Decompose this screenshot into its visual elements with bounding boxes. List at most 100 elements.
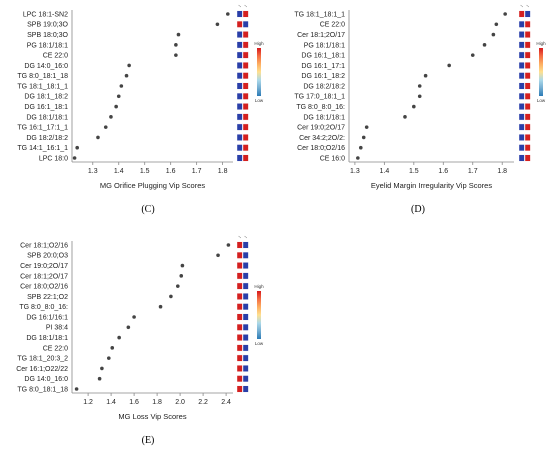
heatmap-cell [236,385,243,393]
heatmap-cell [242,10,249,18]
heatmap-cell [236,10,243,18]
heatmap-cell [524,31,531,38]
heatmap-column-header [238,4,242,8]
y-category-label: PG 18:1/18:1 [304,42,345,49]
heatmap-cell [242,103,249,110]
x-axis-title: Eyelid Margin Irregularity Vip Scores [371,181,492,190]
y-category-label: DG 18:2/18:2 [303,83,345,90]
y-category-label: CE 22:0 [320,22,345,29]
heatmap-cell [236,113,243,121]
vip-score-point [176,32,181,37]
heatmap-cell [518,20,525,28]
x-tick-label: 1.8 [497,168,507,175]
y-category-label: Cer 19:0;2O/17 [297,125,345,132]
vip-score-point [109,115,113,119]
vip-score-point [403,115,407,119]
y-category-label: Cer 18:0;O2/16 [20,284,68,291]
heatmap-cell [518,51,525,59]
heatmap-cell [236,303,243,311]
heatmap-cell [524,51,531,59]
y-category-label: CE 22:0 [43,53,68,60]
panel-letter: (D) [411,204,425,215]
heatmap-cell [236,262,243,269]
heatmap-cell [242,82,249,90]
legend-high-label: High [254,41,264,46]
heatmap-cell [242,92,249,100]
y-category-label: Cer 18:1;2O/17 [297,32,345,39]
y-category-label: PG 18:1/18:1 [27,42,68,49]
heatmap-cell [242,134,249,141]
y-category-label: TG 18:1_18:1_1 [17,83,68,90]
heatmap-cell [242,334,249,341]
y-category-label: SPB 22:1;O2 [27,294,68,301]
y-category-label: DG 18:1_18:2 [24,94,68,101]
heatmap-cell [242,31,249,38]
heatmap-cell [518,62,525,69]
heatmap-cell [518,41,525,49]
x-tick-label: 1.3 [88,168,98,175]
heatmap-column-header [520,4,524,8]
heatmap-cell [524,134,531,141]
heatmap-cell [524,113,531,121]
heatmap-cell [242,344,249,352]
heatmap-cell [236,92,243,100]
heatmap-cell [236,144,243,152]
y-category-label: TG 14:1_16:1_1 [17,145,68,152]
x-tick-label: 1.6 [129,399,139,406]
y-category-label: DG 16:1_18:1 [301,53,345,60]
x-tick-label: 1.6 [166,168,176,175]
heatmap-cell [236,123,243,131]
heatmap-cell [518,113,525,121]
legend-low-label: Low [537,98,546,103]
heatmap-cell [236,62,243,69]
heatmap-cell [242,72,249,80]
vip-score-point [176,284,180,288]
x-tick-label: 1.6 [438,168,448,175]
heatmap-cell [236,72,243,80]
vip-score-point [216,253,220,258]
y-category-label: DG 16:1_18:1 [24,104,68,111]
vip-score-point [423,73,428,78]
heatmap-cell [518,123,525,131]
y-category-label: TG 8:0_8:0_16: [296,104,345,111]
vip-score-point [107,356,111,360]
y-category-label: SPB 18:0;3O [27,32,68,39]
vip-score-point [364,125,369,129]
y-category-label: DG 16:1_18:2 [301,73,345,80]
y-category-label: DG 18:2/18:2 [26,135,68,142]
heatmap-cell [242,313,249,321]
x-tick-label: 2.2 [198,399,208,406]
color-legend-bar [257,291,261,339]
heatmap-cell [236,272,243,280]
vip-score-point [494,22,499,27]
heatmap-cell [242,113,249,121]
heatmap-cell [236,375,243,383]
y-category-label: DG 16:1/16:1 [26,314,68,321]
heatmap-column-header [244,4,248,8]
y-category-label: Cer 18:1;2O/17 [20,273,68,280]
heatmap-cell [236,20,243,28]
vip-score-point [180,263,185,268]
vip-score-point [174,43,178,47]
vip-score-point [132,315,136,319]
vip-score-point [97,376,102,381]
heatmap-column-header [238,235,242,239]
heatmap-cell [242,262,249,269]
chart-panel: 1.3 1.4 1.5 1.6 1.7 1.8 MG Orifice Plugging Vi… [17,4,264,215]
heatmap-cell [524,154,531,162]
vip-score-point [503,12,507,16]
heatmap-cell [236,134,243,141]
y-category-label: Cer 18:1;O2/16 [20,242,68,249]
vip-score-point [103,125,108,129]
y-category-label: Cer 34:2;2O/2: [299,135,345,142]
heatmap-cell [236,31,243,38]
heatmap-cell [518,154,525,162]
heatmap-cell [236,282,243,290]
y-category-label: DG 18:1/18:1 [303,114,345,121]
heatmap-cell [524,123,531,131]
color-legend-bar [257,48,261,96]
heatmap-cell [242,20,249,28]
heatmap-cell [236,51,243,59]
y-category-label: TG 8:0_8:0_16: [19,304,68,311]
heatmap-cell [518,134,525,141]
